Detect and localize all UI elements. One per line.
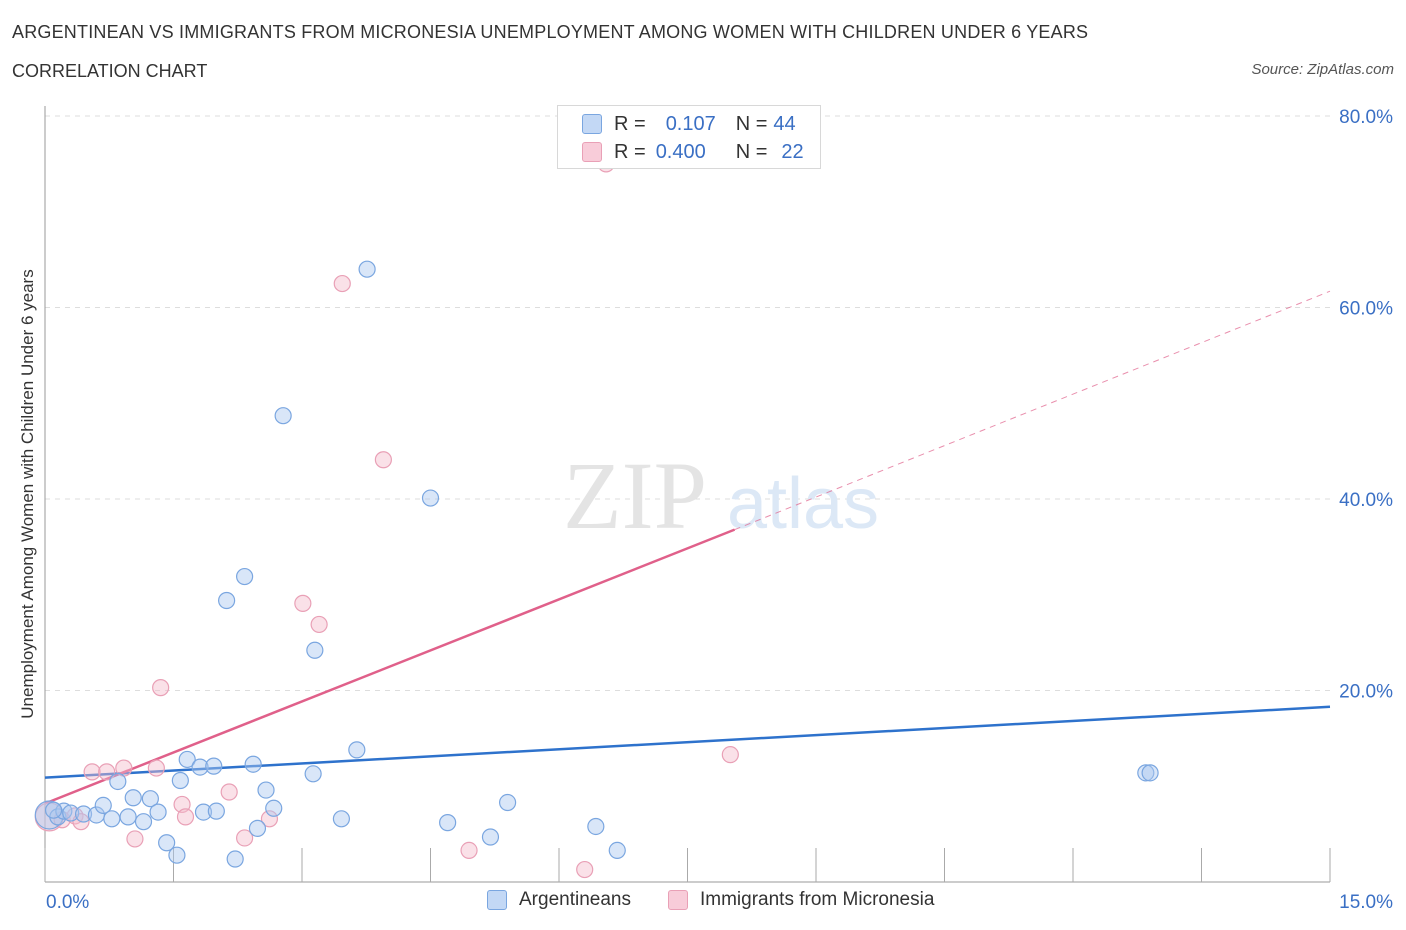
gridlines xyxy=(45,115,1330,691)
watermark-zip: ZIP xyxy=(563,442,707,549)
point-micronesia xyxy=(98,763,116,781)
point-argentineans xyxy=(218,591,236,610)
point-argentineans xyxy=(421,489,440,507)
point-argentineans xyxy=(499,793,517,812)
trend-line-micronesia-extension xyxy=(734,290,1331,531)
point-micronesia xyxy=(83,763,101,781)
point-argentineans xyxy=(207,802,225,820)
point-argentineans xyxy=(62,804,80,822)
point-argentineans xyxy=(332,810,351,828)
r-label: R = xyxy=(614,112,646,135)
point-argentineans xyxy=(134,813,153,831)
point-argentineans xyxy=(119,808,137,826)
legend-item-argentineans: Argentineans xyxy=(487,889,631,911)
n-value: 44 xyxy=(773,112,796,135)
point-argentineans xyxy=(481,828,500,846)
point-argentineans xyxy=(274,407,292,425)
y-tick-label: 60.0% xyxy=(1339,299,1393,320)
point-micronesia xyxy=(576,860,594,879)
point-argentineans xyxy=(608,841,626,860)
axes xyxy=(44,106,1331,883)
point-micronesia xyxy=(294,594,312,612)
point-argentineans xyxy=(439,814,457,832)
x-tick-label: 15.0% xyxy=(1339,892,1393,913)
chart-subtitle: CORRELATION CHART xyxy=(12,61,208,81)
point-micronesia xyxy=(152,679,170,697)
legend-label: Immigrants from Micronesia xyxy=(700,889,935,910)
x-tick-label: 0.0% xyxy=(46,892,89,913)
legend-label: Argentineans xyxy=(519,889,631,910)
y-tick-label: 40.0% xyxy=(1339,490,1393,511)
point-argentineans xyxy=(226,850,244,868)
trend-line-argentineans xyxy=(44,705,1331,779)
point-micronesia xyxy=(310,615,328,634)
point-argentineans xyxy=(171,771,189,790)
stats-legend-row-argentineans: R = 0.107 N = 44 xyxy=(582,111,796,137)
source-label: Source: ZipAtlas.com xyxy=(1251,61,1394,78)
chart-title: ARGENTINEAN VS IMMIGRANTS FROM MICRONESI… xyxy=(12,22,1089,42)
legend-swatch-pink xyxy=(582,142,602,162)
tick-labels: 20.0% 40.0% 60.0% 80.0% 0.0% 15.0% xyxy=(46,107,1393,913)
point-argentineans xyxy=(194,803,213,821)
stats-legend: R = 0.107 N = 44 R = 0.400 N = 22 xyxy=(557,105,821,169)
point-micronesia xyxy=(176,808,195,826)
point-argentineans xyxy=(205,757,223,775)
legend-swatch-blue xyxy=(582,114,602,134)
point-argentineans xyxy=(191,758,209,776)
point-argentineans xyxy=(306,641,324,659)
point-micronesia xyxy=(126,830,144,848)
point-argentineans xyxy=(103,810,121,828)
point-argentineans xyxy=(158,834,176,852)
r-label: R = xyxy=(614,140,646,163)
point-argentineans xyxy=(74,805,93,823)
point-argentineans xyxy=(348,741,366,759)
trend-lines xyxy=(44,290,1331,805)
data-points xyxy=(34,155,1159,879)
y-tick-label: 20.0% xyxy=(1339,682,1393,703)
y-tick-label: 80.0% xyxy=(1339,107,1393,128)
point-micronesia xyxy=(260,810,279,828)
point-argentineans xyxy=(1137,764,1155,782)
point-micronesia xyxy=(236,829,254,847)
r-value: 0.107 xyxy=(665,112,716,135)
point-argentineans xyxy=(44,801,63,819)
r-value: 0.400 xyxy=(655,140,706,163)
n-value: 22 xyxy=(781,140,804,163)
legend-item-micronesia: Immigrants from Micronesia xyxy=(668,889,934,911)
point-argentineans xyxy=(257,781,275,799)
point-argentineans xyxy=(168,846,186,864)
stats-legend-row-micronesia: R = 0.400 N = 22 xyxy=(582,139,804,165)
point-argentineans xyxy=(1141,764,1159,782)
n-label: N = xyxy=(735,112,768,135)
point-micronesia xyxy=(374,451,392,469)
point-argentineans xyxy=(124,789,142,807)
point-argentineans xyxy=(265,799,283,817)
point-micronesia xyxy=(220,783,238,801)
y-axis-label: Unemployment Among Women with Children U… xyxy=(18,269,37,719)
point-argentineans xyxy=(94,796,112,815)
point-argentineans xyxy=(109,772,127,791)
trend-line-micronesia xyxy=(44,528,736,805)
point-argentineans xyxy=(178,750,196,769)
n-label: N = xyxy=(735,140,768,163)
watermark-atlas: atlas xyxy=(727,464,879,544)
point-micronesia xyxy=(147,759,165,777)
point-argentineans xyxy=(149,803,167,821)
point-micronesia xyxy=(460,841,478,860)
point-micronesia xyxy=(721,746,739,764)
point-argentineans xyxy=(587,817,605,836)
point-argentineans xyxy=(244,755,262,773)
point-micronesia xyxy=(333,274,351,293)
point-argentineans xyxy=(358,260,376,278)
legend-swatch-pink xyxy=(668,890,688,910)
point-argentineans xyxy=(236,567,254,586)
point-argentineans xyxy=(248,819,267,837)
point-argentineans xyxy=(141,790,159,808)
point-argentineans xyxy=(304,765,322,783)
legend-swatch-blue xyxy=(487,890,507,910)
